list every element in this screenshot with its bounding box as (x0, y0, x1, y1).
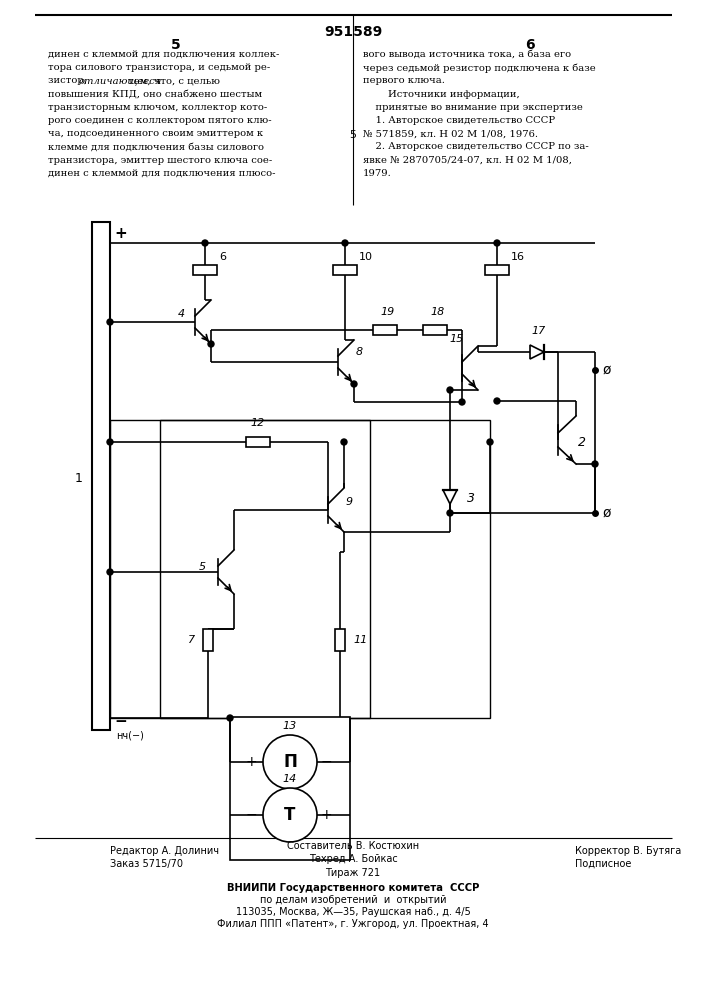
Text: первого ключа.: первого ключа. (363, 76, 445, 85)
Polygon shape (530, 345, 544, 359)
Circle shape (107, 319, 113, 325)
Text: 13: 13 (283, 721, 297, 731)
Text: 5: 5 (171, 38, 181, 52)
Polygon shape (443, 490, 457, 504)
Text: +: + (321, 808, 332, 822)
Text: 5: 5 (349, 130, 356, 140)
Text: Подписное: Подписное (575, 859, 631, 869)
Bar (373, 325, 397, 335)
Bar (485, 265, 509, 275)
Text: клемме для подключения базы силового: клемме для подключения базы силового (48, 142, 264, 151)
Circle shape (592, 461, 598, 467)
Bar (160, 420, 370, 718)
Circle shape (263, 735, 317, 789)
Bar (246, 437, 270, 447)
Text: вого вывода источника тока, а база его: вого вывода источника тока, а база его (363, 50, 571, 59)
Circle shape (227, 715, 233, 721)
Text: 4: 4 (178, 309, 185, 319)
Bar (110, 420, 490, 718)
Text: +: + (114, 226, 127, 240)
Text: 1: 1 (75, 472, 83, 485)
Text: зистор,: зистор, (48, 76, 90, 85)
Text: Т: Т (284, 806, 296, 824)
Text: 113035, Москва, Ж—35, Раушская наб., д. 4/5: 113035, Москва, Ж—35, Раушская наб., д. … (235, 907, 470, 917)
Circle shape (487, 439, 493, 445)
Text: транзисторным ключом, коллектор кото-: транзисторным ключом, коллектор кото- (48, 103, 267, 112)
Text: 2: 2 (578, 436, 586, 448)
Text: транзистора, эмиттер шестого ключа сое-: транзистора, эмиттер шестого ключа сое- (48, 156, 272, 165)
Text: 14: 14 (283, 774, 297, 784)
Text: Составитель В. Костюхин: Составитель В. Костюхин (287, 841, 419, 851)
Text: 1979.: 1979. (363, 169, 392, 178)
Circle shape (263, 788, 317, 842)
Text: 951589: 951589 (324, 25, 382, 39)
Text: 12: 12 (251, 418, 265, 428)
Text: 6: 6 (219, 252, 226, 262)
Text: динен с клеммой для подключения плюсо-: динен с клеммой для подключения плюсо- (48, 169, 276, 178)
Bar (230, 717, 350, 860)
Text: динен с клеммой для подключения коллек-: динен с клеммой для подключения коллек- (48, 50, 279, 59)
Text: 1. Авторское свидетельство СССР: 1. Авторское свидетельство СССР (363, 116, 555, 125)
Bar (203, 629, 213, 651)
Text: −: − (245, 808, 257, 822)
Text: явке № 2870705/24-07, кл. Н 02 М 1/08,: явке № 2870705/24-07, кл. Н 02 М 1/08, (363, 156, 572, 165)
Text: 17: 17 (532, 326, 546, 336)
Text: рого соединен с коллектором пятого клю-: рого соединен с коллектором пятого клю- (48, 116, 271, 125)
Bar (423, 325, 447, 335)
Text: Источники информации,: Источники информации, (363, 90, 520, 99)
Bar (335, 629, 345, 651)
Text: Редактор А. Долинич: Редактор А. Долинич (110, 846, 219, 856)
Text: тора силового транзистора, и седьмой ре-: тора силового транзистора, и седьмой ре- (48, 63, 270, 72)
Text: через седьмой резистор подключена к базе: через седьмой резистор подключена к базе (363, 63, 596, 73)
Circle shape (447, 510, 453, 516)
Text: +: + (245, 755, 257, 769)
Text: 2. Авторское свидетельство СССР по за-: 2. Авторское свидетельство СССР по за- (363, 142, 589, 151)
Circle shape (202, 240, 208, 246)
Text: принятые во внимание при экспертизе: принятые во внимание при экспертизе (363, 103, 583, 112)
Text: 8: 8 (356, 347, 363, 357)
Text: Π: Π (283, 753, 297, 771)
Text: ø: ø (603, 506, 612, 520)
Text: 10: 10 (359, 252, 373, 262)
Circle shape (107, 439, 113, 445)
Text: тем, что, с целью: тем, что, с целью (125, 76, 220, 85)
Text: 18: 18 (431, 307, 445, 317)
Text: −: − (321, 755, 332, 769)
Text: Техред А. Бойкас: Техред А. Бойкас (309, 854, 397, 864)
Circle shape (494, 240, 500, 246)
Text: 5: 5 (199, 562, 206, 572)
Text: ø: ø (603, 363, 612, 377)
Circle shape (341, 439, 347, 445)
Text: Филиал ППП «Патент», г. Ужгород, ул. Проектная, 4: Филиал ППП «Патент», г. Ужгород, ул. Про… (217, 919, 489, 929)
Text: Заказ 5715/70: Заказ 5715/70 (110, 859, 183, 869)
Text: нч(−): нч(−) (116, 731, 144, 741)
Text: повышения КПД, оно снабжено шестым: повышения КПД, оно снабжено шестым (48, 90, 262, 99)
Text: № 571859, кл. Н 02 М 1/08, 1976.: № 571859, кл. Н 02 М 1/08, 1976. (363, 129, 538, 138)
Text: 7: 7 (188, 635, 195, 645)
Text: ча, подсоединенного своим эмиттером к: ча, подсоединенного своим эмиттером к (48, 129, 263, 138)
Text: отличающееся: отличающееся (78, 76, 162, 85)
Text: по делам изобретений  и  открытий: по делам изобретений и открытий (259, 895, 446, 905)
Text: −: − (114, 714, 127, 730)
Text: 3: 3 (467, 492, 475, 506)
Circle shape (208, 341, 214, 347)
Text: 15: 15 (450, 334, 464, 344)
Text: Корректор В. Бутяга: Корректор В. Бутяга (575, 846, 682, 856)
Text: ВНИИПИ Государственного комитета  СССР: ВНИИПИ Государственного комитета СССР (227, 883, 479, 893)
Bar (333, 265, 357, 275)
Circle shape (494, 398, 500, 404)
Bar (193, 265, 217, 275)
Text: 16: 16 (511, 252, 525, 262)
Text: 9: 9 (346, 497, 353, 507)
Circle shape (447, 387, 453, 393)
Circle shape (459, 399, 465, 405)
Text: 11: 11 (353, 635, 367, 645)
Circle shape (107, 569, 113, 575)
Text: 19: 19 (381, 307, 395, 317)
Circle shape (351, 381, 357, 387)
Bar (92, 222, 110, 730)
Text: Тираж 721: Тираж 721 (325, 868, 380, 878)
Text: 6: 6 (525, 38, 534, 52)
Circle shape (342, 240, 348, 246)
